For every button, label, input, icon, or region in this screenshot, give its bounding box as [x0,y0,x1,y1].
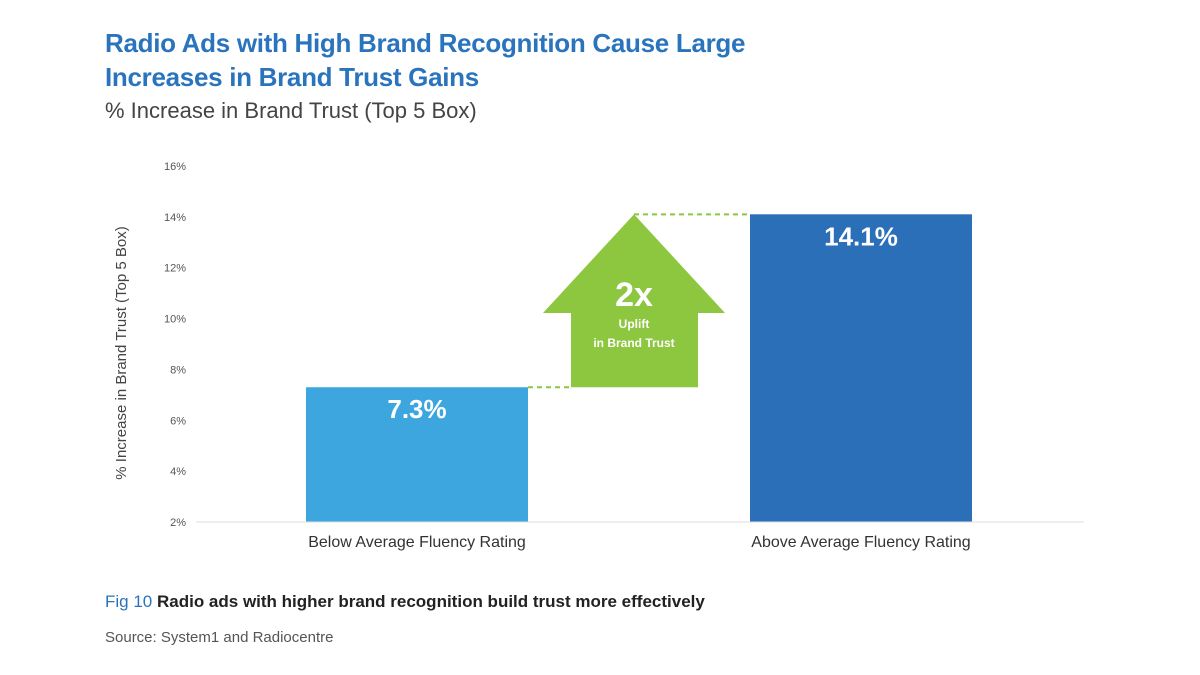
x-axis: Below Average Fluency Rating Above Averag… [308,534,971,551]
arrow-multiplier: 2x [615,276,653,314]
y-tick-label: 14% [164,212,186,224]
uplift-arrow: 2x Uplift in Brand Trust [543,214,725,388]
bar-chart: 2% 4% 6% 8% 10% 12% 14% 16% % Increase in Brand… [113,161,1084,551]
y-tick-label: 12% [164,263,186,275]
bar [306,387,528,522]
x-tick-label: Below Average Fluency Rating [308,534,526,551]
y-axis-label: % Increase in Brand Trust (Top 5 Box) [113,226,130,479]
bars: 7.3% 14.1% [306,214,972,523]
bar [750,214,972,523]
source-note: Source: System1 and Radiocentre [105,629,334,646]
x-tick-label: Above Average Fluency Rating [751,534,970,551]
y-tick-label: 4% [170,466,186,478]
bar-data-label: 7.3% [387,394,446,424]
y-tick-label: 10% [164,314,186,326]
bar-data-label: 14.1% [824,221,898,251]
y-tick-label: 16% [164,161,186,173]
connector-lines [528,213,750,389]
chart-subtitle: % Increase in Brand Trust (Top 5 Box) [105,98,477,123]
y-tick-label: 2% [170,517,186,529]
y-axis: 2% 4% 6% 8% 10% 12% 14% 16% [164,161,186,529]
figure-caption: Fig 10 Radio ads with higher brand recog… [105,592,705,612]
arrow-label-line2: in Brand Trust [593,336,674,350]
y-tick-label: 8% [170,364,186,376]
figure-caption-text: Radio ads with higher brand recognition … [156,592,705,611]
arrow-shape [543,214,725,388]
arrow-label-line1: Uplift [619,317,650,331]
figure-number: Fig 10 [105,592,153,611]
y-tick-label: 6% [170,415,186,427]
chart-title: Radio Ads with High Brand Recognition Ca… [105,28,746,92]
